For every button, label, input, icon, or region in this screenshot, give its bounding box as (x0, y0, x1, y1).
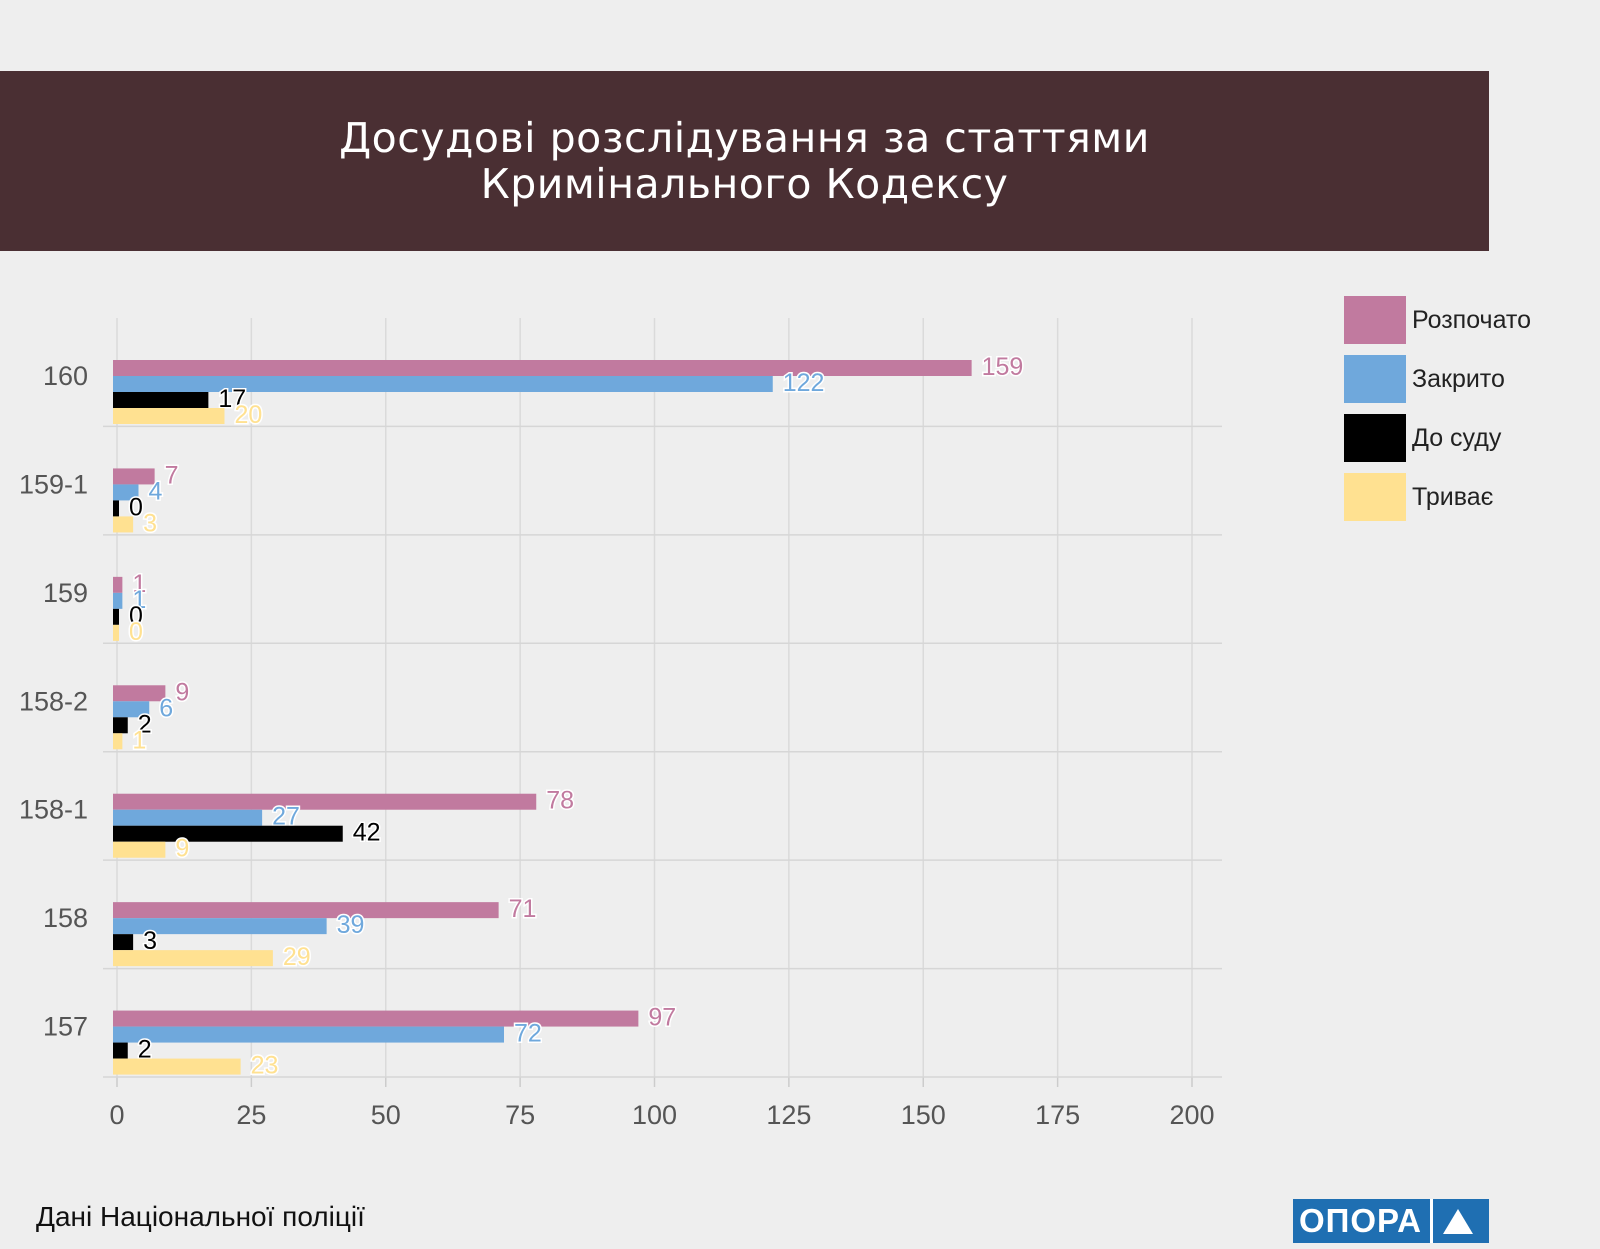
bar (113, 1026, 504, 1043)
x-tick-label: 50 (371, 1100, 401, 1130)
bar (113, 592, 123, 609)
bar (113, 701, 150, 718)
bar-value-label: 29 (283, 943, 311, 971)
legend-item: До суду (1344, 414, 1531, 462)
bar (113, 484, 139, 501)
logo-triangle-icon (1443, 1209, 1473, 1234)
bar (113, 733, 123, 750)
bar-value-label: 0 (129, 493, 143, 521)
bar-value-label: 78 (546, 787, 574, 815)
logo-text: ОПОРА (1299, 1202, 1422, 1239)
legend-swatch (1344, 296, 1406, 344)
bar (113, 500, 119, 517)
bar (113, 809, 263, 826)
bar-value-label: 72 (514, 1020, 542, 1048)
bar (113, 1010, 639, 1027)
chart-title-line-2: Кримінального Кодексу (480, 160, 1009, 208)
bar (113, 1042, 128, 1059)
bar-value-label: 122 (783, 369, 825, 397)
x-tick-label: 25 (236, 1100, 266, 1130)
legend-swatch (1344, 473, 1406, 521)
legend-swatch (1344, 355, 1406, 403)
legend-label: Розпочато (1412, 305, 1532, 334)
legend-label: До суду (1412, 423, 1502, 452)
bar-value-label: 97 (648, 1004, 676, 1032)
bar-value-label: 1 (132, 570, 146, 598)
data-source-note: Дані Національної поліції (36, 1201, 365, 1232)
bar-value-label: 9 (175, 835, 189, 863)
bar (113, 841, 166, 858)
logo-divider (1430, 1199, 1433, 1243)
legend-item: Закрито (1344, 355, 1531, 403)
bar (113, 624, 119, 641)
bar (113, 468, 155, 485)
bar-value-label: 20 (235, 401, 263, 429)
bar-value-label: 23 (251, 1052, 279, 1080)
bar (113, 516, 134, 533)
legend-item: Триває (1344, 473, 1531, 521)
bar (113, 360, 972, 376)
y-category-label: 159-1 (19, 469, 88, 499)
legend-label: Триває (1412, 482, 1494, 511)
bar (113, 950, 273, 967)
y-category-label: 157 (43, 1012, 88, 1042)
bar-value-label: 0 (129, 602, 143, 630)
x-tick-label: 150 (901, 1100, 946, 1130)
chart-header: Досудові розслідування за статтями Кримі… (0, 71, 1489, 251)
bar (113, 825, 343, 842)
bar-value-label: 159 (982, 353, 1024, 381)
bar-value-label: 3 (143, 927, 157, 955)
bar-value-label: 2 (138, 710, 152, 738)
bar-value-label: 2 (138, 1036, 152, 1064)
chart-legend: Розпочато Закрито До суду Триває (1344, 296, 1531, 532)
bar (113, 408, 225, 424)
bar-value-label: 3 (143, 509, 157, 537)
opora-logo: ОПОРА (1293, 1199, 1489, 1243)
bar-value-label: 39 (337, 911, 365, 939)
bar (113, 918, 327, 935)
bar (113, 608, 119, 625)
x-tick-label: 200 (1169, 1100, 1214, 1130)
bar (113, 902, 499, 919)
x-tick-label: 100 (632, 1100, 677, 1130)
y-category-label: 158-2 (19, 686, 88, 716)
y-category-label: 160 (43, 361, 88, 391)
x-tick-label: 175 (1035, 1100, 1080, 1130)
x-tick-label: 0 (109, 1100, 124, 1130)
bar (113, 392, 209, 408)
y-category-label: 158-1 (19, 795, 88, 825)
x-tick-label: 125 (766, 1100, 811, 1130)
y-category-label: 158 (43, 903, 88, 933)
bar-value-label: 1 (132, 586, 146, 614)
bar-value-label: 42 (353, 819, 381, 847)
bar (113, 1058, 241, 1075)
bar-value-label: 6 (159, 694, 173, 722)
bar (113, 717, 128, 734)
x-tick-label: 75 (505, 1100, 535, 1130)
bar (113, 376, 773, 392)
bar-value-label: 0 (129, 618, 143, 646)
y-category-label: 159 (43, 578, 88, 608)
chart-title-line-1: Досудові розслідування за статтями (339, 114, 1150, 162)
legend-item: Розпочато (1344, 296, 1531, 344)
bar-value-label: 1 (132, 726, 146, 754)
bar-value-label: 9 (175, 678, 189, 706)
legend-swatch (1344, 414, 1406, 462)
bar (113, 793, 537, 810)
bar-value-label: 4 (149, 477, 163, 505)
bar-value-label: 7 (165, 461, 179, 489)
legend-label: Закрито (1412, 364, 1505, 393)
bar (113, 685, 166, 702)
bar (113, 934, 134, 951)
bar-value-label: 71 (509, 895, 537, 923)
bar (113, 576, 123, 593)
